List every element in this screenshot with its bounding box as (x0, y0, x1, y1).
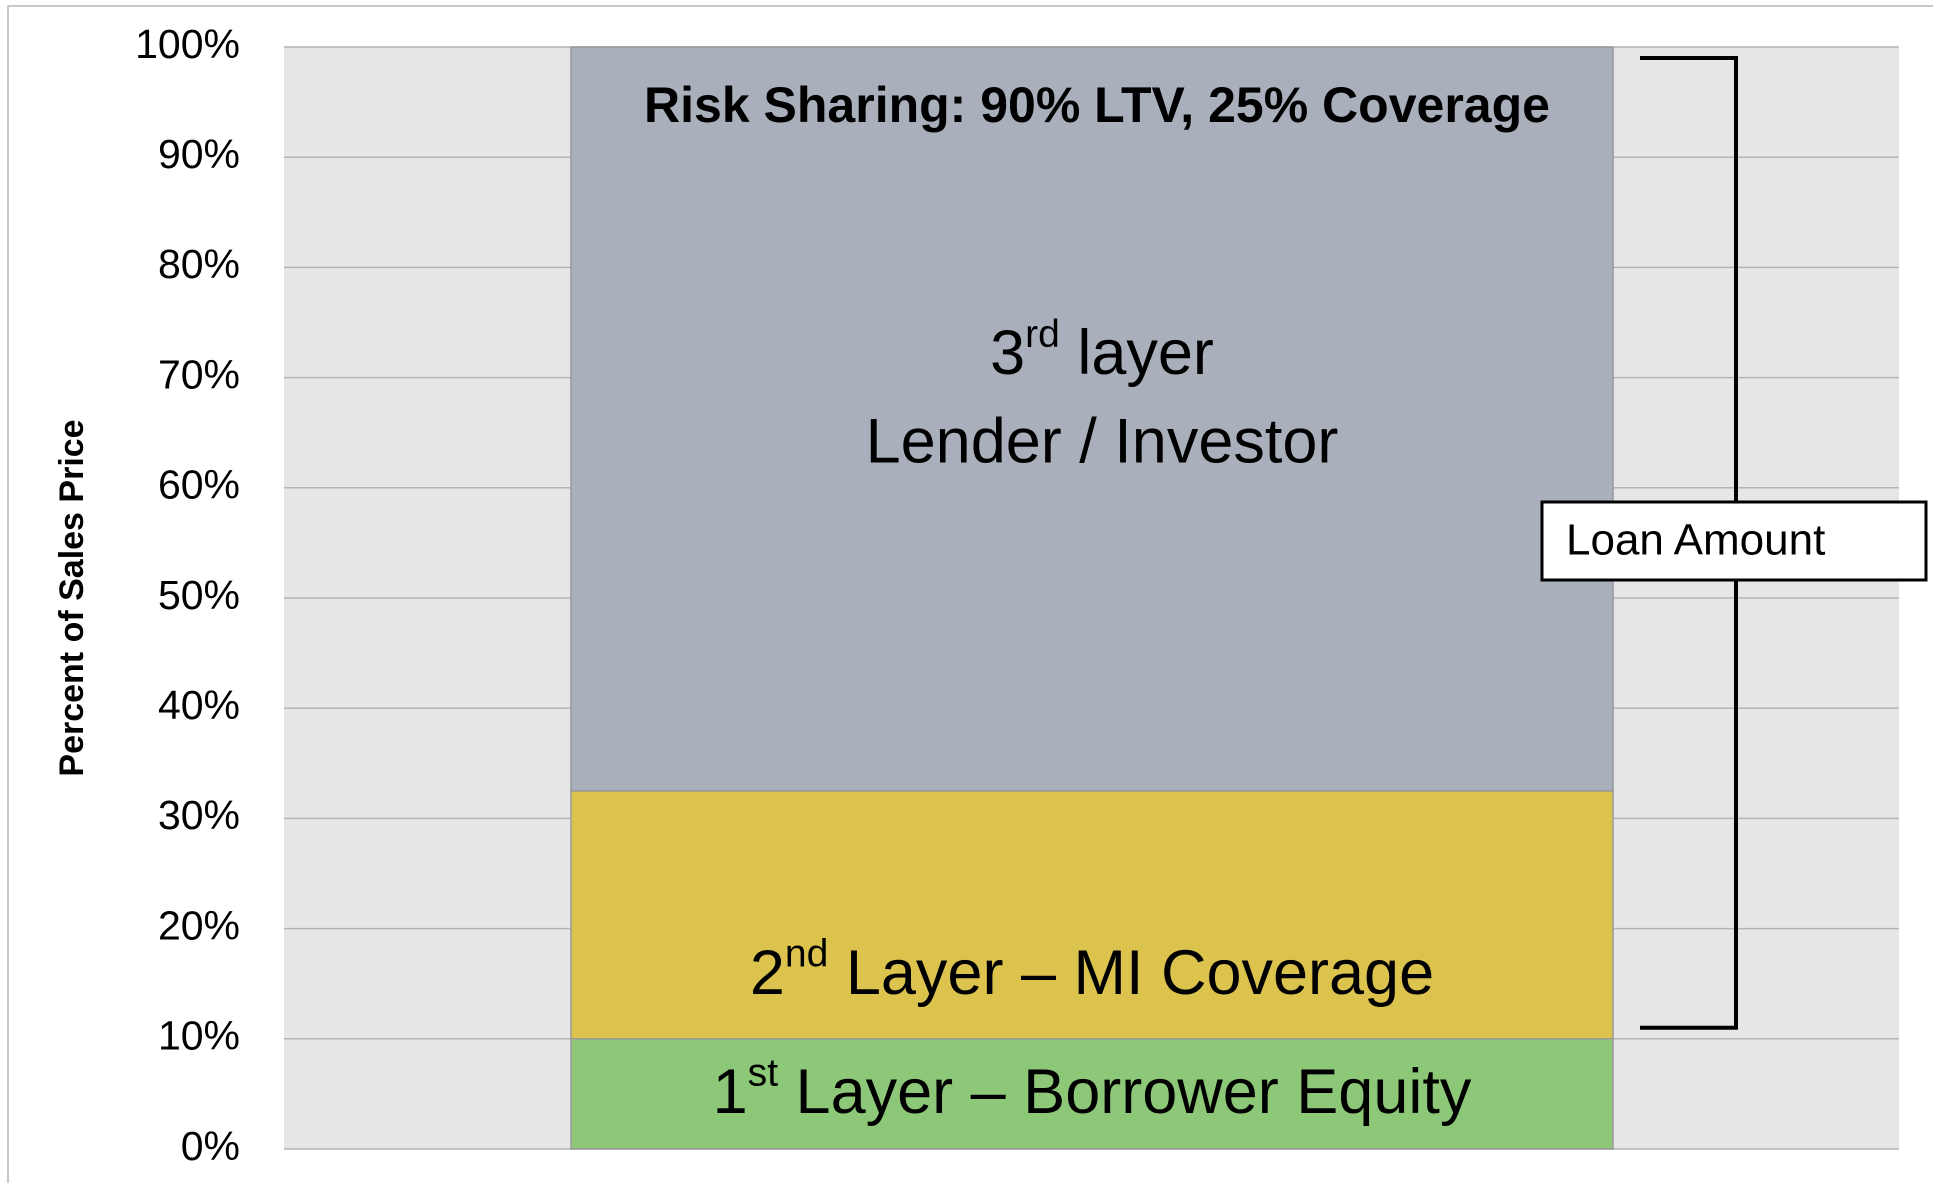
y-tick-label: 50% (158, 572, 240, 618)
y-tick-label: 60% (158, 462, 240, 508)
bar-segment (570, 46, 1614, 792)
y-tick-label: 10% (158, 1013, 240, 1059)
chart-title: Risk Sharing: 90% LTV, 25% Coverage (644, 77, 1550, 133)
y-tick-label: 20% (158, 902, 240, 948)
segment-note: Lender / Investor (866, 407, 1339, 477)
segment-label: 1st Layer – Borrower Equity (713, 1052, 1472, 1126)
segment-label: 2nd Layer – MI Coverage (750, 933, 1434, 1007)
bar-segment (570, 790, 1614, 1040)
y-tick-label: 100% (135, 21, 240, 67)
y-tick-label: 30% (158, 792, 240, 838)
y-tick-label: 80% (158, 241, 240, 287)
y-tick-label: 70% (158, 351, 240, 397)
y-tick-label: 0% (181, 1123, 240, 1169)
y-axis-label: Percent of Sales Price (53, 419, 91, 776)
bracket-label: Loan Amount (1566, 516, 1825, 565)
bar-segment (570, 1038, 1614, 1150)
y-tick-label: 90% (158, 131, 240, 177)
bracket-label-box (1540, 500, 1928, 582)
y-tick-label: 40% (158, 682, 240, 728)
segment-label: 3rd layer (990, 313, 1214, 387)
